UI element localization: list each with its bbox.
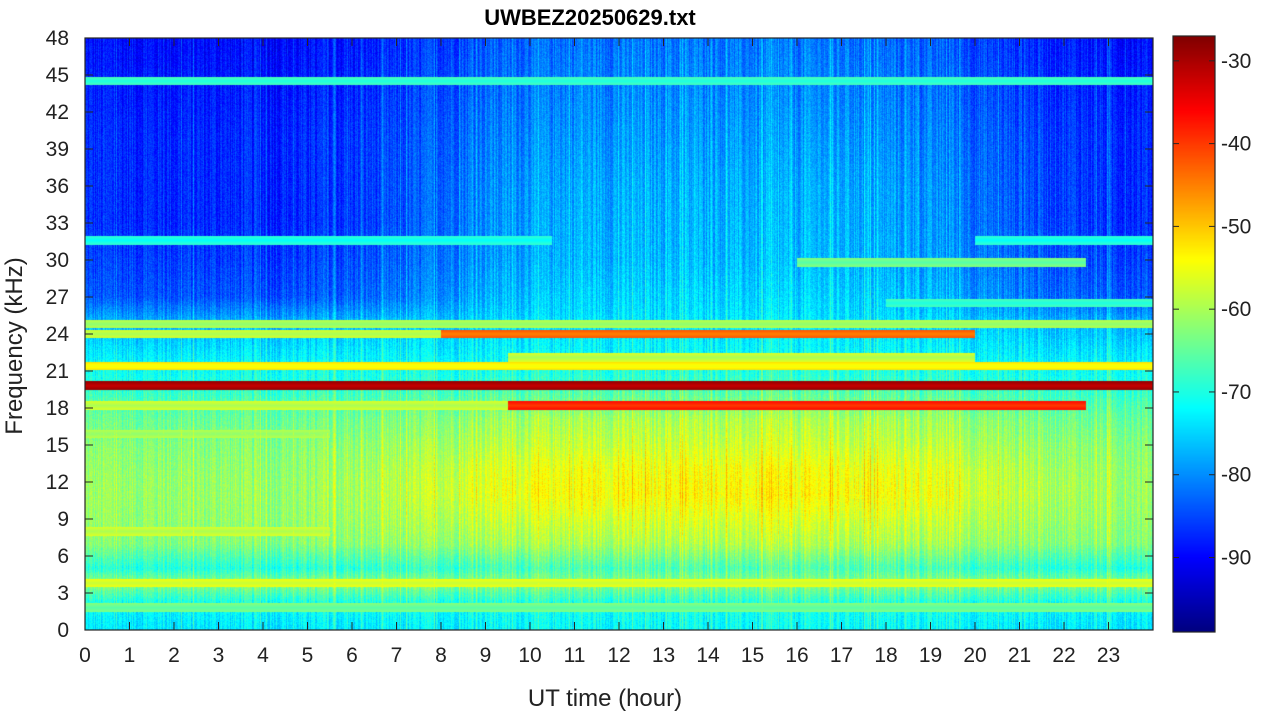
colorbar-tick-label: -60: [1221, 298, 1251, 321]
y-tick-label: 12: [46, 471, 69, 494]
y-tick-label: 30: [46, 249, 69, 272]
y-tick-label: 36: [46, 175, 69, 198]
x-tick-label: 19: [919, 644, 942, 667]
colorbar: -30 -40 -50 -60 -70 -80 -90: [1172, 35, 1251, 633]
y-tick-label: 15: [46, 434, 69, 457]
colorbar-tick-label: -90: [1221, 547, 1251, 570]
x-tick-label: 1: [124, 644, 136, 667]
x-tick-label: 13: [652, 644, 675, 667]
y-tick-label: 9: [57, 508, 69, 531]
colorbar-tick-label: -80: [1221, 464, 1251, 487]
x-tick-label: 18: [874, 644, 897, 667]
x-tick-label: 2: [168, 644, 180, 667]
plot-area: [84, 37, 1154, 631]
y-tick-label: 27: [46, 286, 69, 309]
y-tick-label: 18: [46, 397, 69, 420]
x-tick-label: 17: [830, 644, 853, 667]
colorbar-tick-label: -70: [1221, 381, 1251, 404]
x-tick-label: 15: [741, 644, 764, 667]
x-tick-label: 0: [79, 644, 91, 667]
colorbar-frame: [1172, 35, 1216, 633]
colorbar-ticks: -30 -40 -50 -60 -70 -80 -90: [1173, 50, 1251, 570]
y-tick-label: 6: [57, 545, 69, 568]
x-tick-label: 23: [1097, 644, 1120, 667]
x-tick-label: 14: [696, 644, 720, 667]
y-tick-label: 0: [57, 619, 69, 642]
x-tick-label: 3: [213, 644, 225, 667]
colorbar-tick-label: -40: [1221, 133, 1251, 156]
y-tick-label: 24: [46, 323, 70, 346]
spectrogram-heatmap: [85, 38, 1153, 630]
x-tick-label: 21: [1008, 644, 1031, 667]
y-tick-label: 33: [46, 212, 69, 235]
x-tick-label: 4: [257, 644, 269, 667]
y-tick-label: 42: [46, 101, 69, 124]
y-tick-label: 21: [46, 360, 69, 383]
x-tick-label: 11: [564, 644, 586, 667]
chart-title: UWBEZ20250629.txt: [484, 5, 696, 30]
x-tick-label: 12: [607, 644, 630, 667]
y-tick-label: 39: [46, 138, 69, 161]
y-tick-label: 48: [46, 27, 69, 50]
x-tick-label: 9: [480, 644, 492, 667]
y-tick-label: 3: [57, 582, 69, 605]
y-axis-label: Frequency (kHz): [1, 257, 28, 434]
x-tick-label: 8: [435, 644, 447, 667]
x-axis-label: UT time (hour): [528, 685, 682, 712]
x-axis: 0 1 2 3 4 5 6 7 8 9 10 11 12 13 14 15 16 17 18 19 20 21 22 23: [79, 38, 1120, 667]
colorbar-tick-label: -30: [1221, 50, 1251, 73]
x-tick-label: 5: [302, 644, 314, 667]
x-tick-label: 6: [346, 644, 358, 667]
y-tick-label: 45: [46, 64, 69, 87]
x-tick-label: 10: [518, 644, 541, 667]
colorbar-tick-label: -50: [1221, 215, 1251, 238]
x-tick-label: 20: [963, 644, 986, 667]
x-tick-label: 7: [391, 644, 403, 667]
x-tick-label: 22: [1052, 644, 1075, 667]
x-tick-label: 16: [785, 644, 808, 667]
colorbar-gradient: [1173, 36, 1215, 632]
